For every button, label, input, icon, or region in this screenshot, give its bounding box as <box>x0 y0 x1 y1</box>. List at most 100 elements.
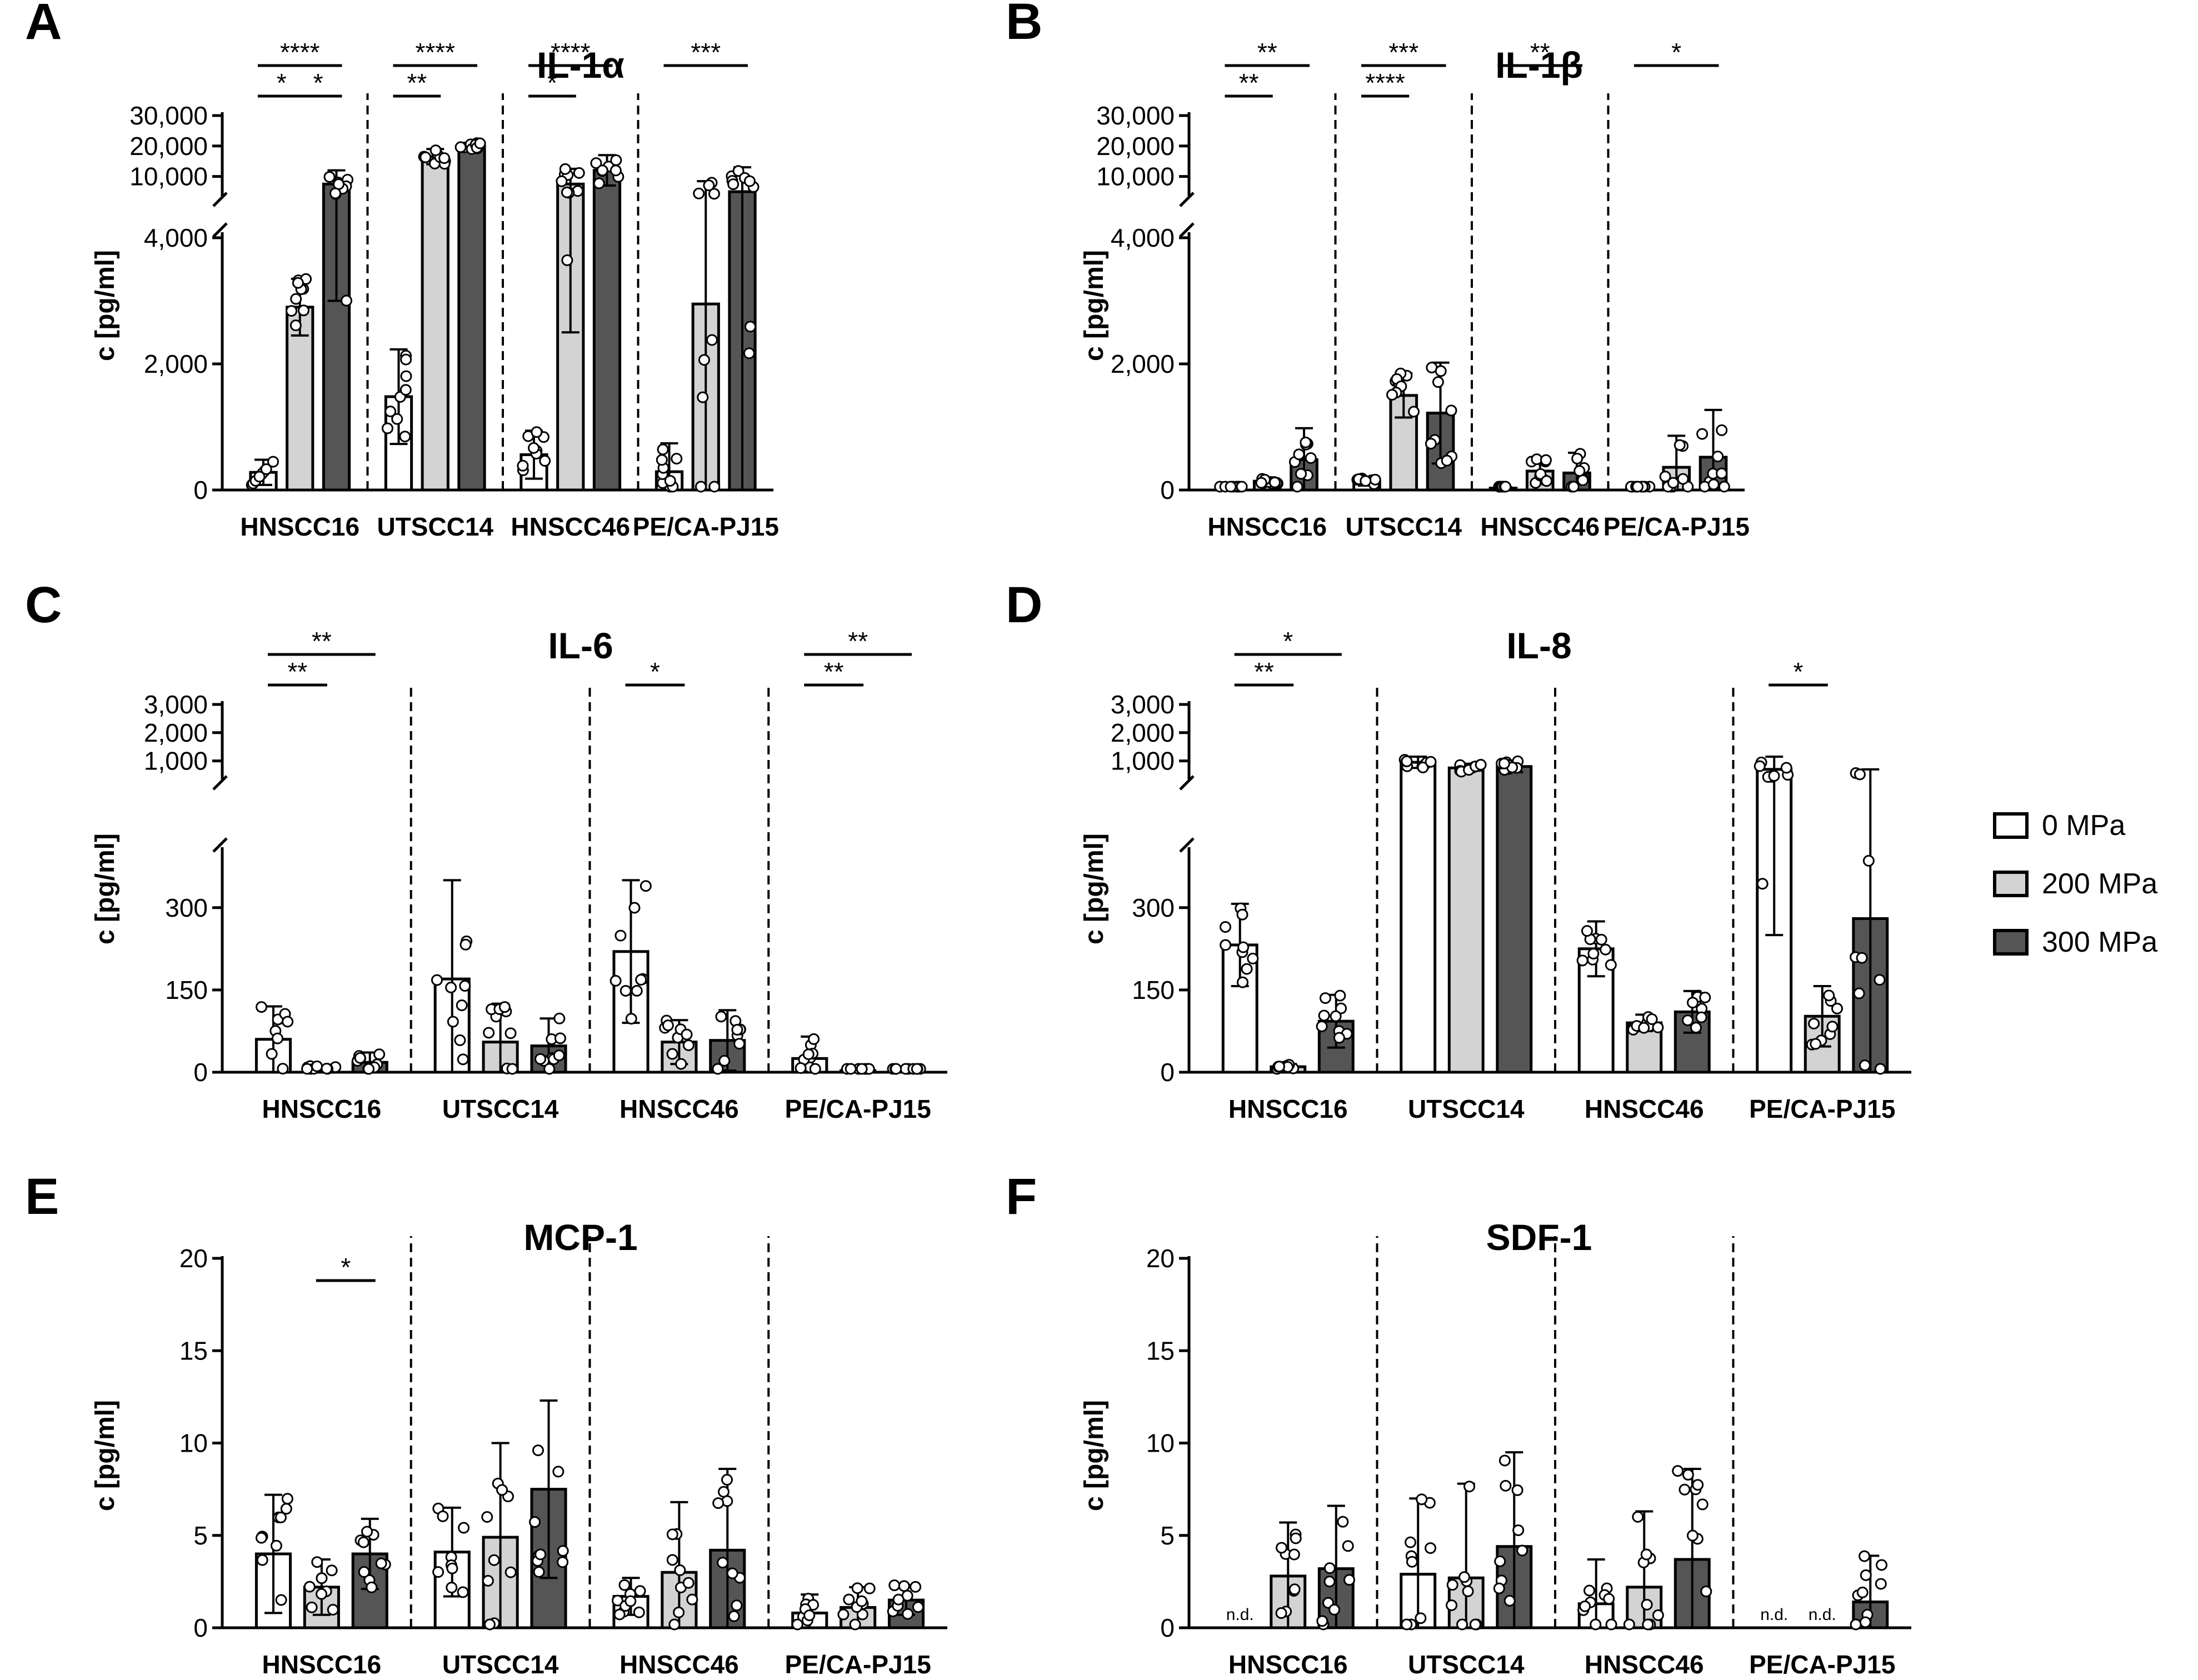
data-point <box>483 1576 493 1586</box>
data-point <box>1857 953 1867 963</box>
data-point <box>312 1061 322 1071</box>
data-point <box>674 1607 684 1617</box>
data-point <box>1301 437 1311 447</box>
data-point <box>457 1001 467 1011</box>
x-tick-label: PE/CA-PJ15 <box>1749 1094 1895 1123</box>
data-point <box>1585 1586 1595 1596</box>
x-tick-label: PE/CA-PJ15 <box>633 512 779 541</box>
y-tick-label: 15 <box>179 1336 208 1365</box>
y-tick-label: 0 <box>193 1613 208 1642</box>
data-point <box>1237 909 1247 919</box>
chart-title: MCP-1 <box>523 1217 637 1258</box>
x-tick-label: PE/CA-PJ15 <box>1749 1650 1895 1679</box>
data-point <box>852 1583 862 1593</box>
data-point <box>1276 1608 1286 1618</box>
axis-break-mark <box>213 193 227 206</box>
bar <box>1401 762 1435 1072</box>
y-tick-label: 30,000 <box>129 101 208 130</box>
data-point <box>1289 1549 1299 1559</box>
data-point <box>1713 452 1723 462</box>
data-point <box>254 472 264 482</box>
data-point <box>844 1594 854 1604</box>
data-point <box>594 178 604 188</box>
data-point <box>630 903 640 913</box>
data-point <box>367 1582 377 1592</box>
data-point <box>838 1609 848 1619</box>
data-point <box>846 1064 856 1074</box>
data-point <box>1460 1572 1470 1582</box>
y-tick-label: 10 <box>179 1429 208 1458</box>
bar <box>422 157 448 490</box>
data-point <box>1855 769 1865 779</box>
x-tick-label: UTSCC14 <box>1408 1094 1525 1123</box>
data-point <box>1494 1583 1504 1593</box>
data-point <box>1678 474 1688 484</box>
data-point <box>732 1025 742 1035</box>
data-point <box>1335 991 1345 1001</box>
data-point <box>574 168 584 178</box>
data-point <box>1256 478 1266 488</box>
data-point <box>1697 429 1707 439</box>
axis-break-mark <box>1180 776 1193 789</box>
data-point <box>1306 453 1316 463</box>
legend-swatch <box>1995 931 2027 954</box>
data-point <box>322 1063 332 1073</box>
data-point <box>611 976 621 986</box>
data-point <box>704 181 714 191</box>
data-point <box>810 1064 820 1074</box>
data-point <box>1717 468 1727 478</box>
y-tick-label: 0 <box>193 1058 208 1087</box>
x-tick-label: HNSCC46 <box>1585 1094 1704 1123</box>
data-point <box>562 187 572 197</box>
y-tick-label: 3,000 <box>144 690 208 719</box>
axis-break-mark <box>1180 838 1193 852</box>
data-point <box>555 1033 565 1043</box>
data-point <box>1417 1494 1427 1504</box>
data-point <box>400 432 410 442</box>
data-point <box>256 1533 266 1543</box>
data-point <box>362 1527 372 1537</box>
y-tick-label: 30,000 <box>1096 101 1175 130</box>
x-tick-label: PE/CA-PJ15 <box>785 1650 931 1679</box>
data-point <box>1633 482 1643 492</box>
data-point <box>667 1529 677 1539</box>
data-point <box>676 1059 686 1069</box>
data-point <box>1317 1616 1327 1626</box>
y-tick-label: 300 <box>1132 893 1175 922</box>
data-point <box>1221 940 1231 950</box>
y-axis-label: c [pg/ml] <box>1080 250 1109 361</box>
data-point <box>1542 476 1552 486</box>
data-point <box>857 1064 867 1074</box>
data-point <box>1811 1039 1821 1049</box>
data-point <box>1270 477 1280 487</box>
data-point <box>1719 482 1729 492</box>
data-point <box>304 1582 314 1592</box>
y-tick-label: 2,000 <box>144 718 208 747</box>
panel-d: DIL-8c [pg/ml]01503001,0002,0003,000HNSC… <box>1006 577 1911 1123</box>
data-point <box>1442 456 1452 466</box>
data-point <box>534 1567 544 1577</box>
x-tick-label: HNSCC46 <box>1585 1650 1704 1679</box>
data-point <box>421 152 431 162</box>
data-point <box>1604 1594 1614 1604</box>
data-point <box>1501 482 1511 492</box>
data-point <box>1568 482 1578 492</box>
data-point <box>331 188 341 198</box>
data-point <box>857 1596 867 1606</box>
data-point <box>447 1583 457 1593</box>
data-point <box>530 1517 540 1527</box>
data-point <box>626 1014 636 1024</box>
data-point <box>803 1049 813 1059</box>
panel-f: FSDF-1c [pg/ml]05101520HNSCC16n.d.UTSCC1… <box>1006 1168 1911 1679</box>
data-point <box>497 1485 507 1495</box>
data-point <box>1653 1610 1663 1620</box>
data-point <box>1330 1604 1340 1614</box>
data-point <box>1673 1466 1683 1476</box>
data-point <box>328 1605 338 1615</box>
data-point <box>682 1029 692 1039</box>
data-point <box>1582 926 1592 936</box>
data-point <box>529 443 539 453</box>
bar <box>459 146 484 490</box>
data-point <box>558 1546 568 1556</box>
x-tick-label: UTSCC14 <box>377 512 493 541</box>
